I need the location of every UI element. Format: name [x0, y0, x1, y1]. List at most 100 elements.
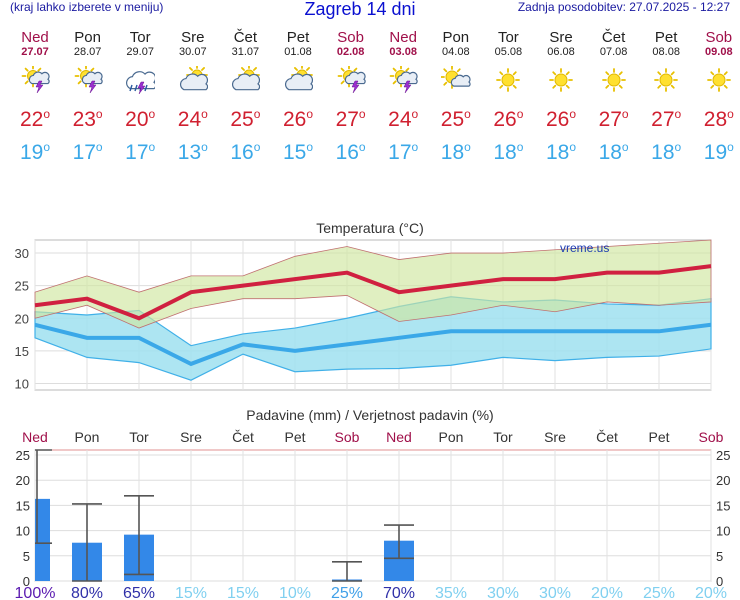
- precipitation-bar: [35, 498, 50, 581]
- precipitation-y-tick-right: 25: [716, 448, 730, 463]
- precipitation-probability: 80%: [71, 585, 103, 600]
- sun-cloud-lightning-icon: [20, 64, 50, 94]
- precipitation-day-label: Tor: [129, 429, 149, 445]
- precipitation-day-label: Ned: [22, 429, 48, 445]
- max-temperature: 27o: [651, 107, 682, 131]
- precipitation-title: Padavine (mm) / Verjetnost padavin (%): [246, 407, 493, 423]
- max-temperature: 25o: [440, 107, 471, 131]
- max-temperature: 25o: [230, 107, 261, 131]
- precipitation-day-label: Ned: [386, 429, 412, 445]
- precipitation-probability: 35%: [435, 585, 467, 600]
- max-temperature: 26o: [545, 107, 577, 131]
- day-column: Sob 09.08 28o 19o: [693, 30, 740, 164]
- max-temperature: 23o: [72, 107, 103, 131]
- min-temperature: 18o: [440, 140, 471, 164]
- day-name: Pon: [442, 29, 470, 46]
- day-column: Pet 08.08 27o 18o: [640, 30, 692, 164]
- min-temperature-line: [34, 322, 712, 367]
- day-date: 03.08: [389, 46, 417, 58]
- sun-cloud-lightning-icon: [388, 64, 418, 94]
- day-column: Pon 04.08 25o 18o: [430, 30, 482, 164]
- day-column: Pet 01.08 26o 15o: [272, 30, 324, 164]
- precipitation-day-label: Sob: [335, 429, 360, 445]
- min-temperature: 17o: [388, 140, 419, 164]
- sun-icon: [546, 66, 576, 94]
- day-name: Ned: [389, 29, 417, 46]
- precipitation-probability: 70%: [383, 585, 415, 600]
- min-temperature: 17o: [72, 140, 103, 164]
- min-temperature: 18o: [545, 140, 577, 164]
- max-temperature: 27o: [335, 107, 366, 131]
- day-date: 27.07: [21, 46, 49, 58]
- day-date: 02.08: [336, 46, 365, 58]
- precipitation-y-tick: 5: [23, 549, 30, 564]
- day-name: Tor: [129, 29, 151, 46]
- min-temperature: 18o: [651, 140, 682, 164]
- min-temperature: 16o: [230, 140, 261, 164]
- precipitation-day-label: Sre: [544, 429, 566, 445]
- precipitation-y-tick-right: 0: [716, 574, 723, 589]
- sun-icon: [704, 66, 734, 94]
- temperature-y-tick: 10: [15, 376, 29, 391]
- day-name: Sre: [181, 29, 205, 46]
- precipitation-day-label: Pet: [284, 429, 305, 445]
- max-temperature: 26o: [493, 107, 524, 131]
- day-column: Ned 27.07 22o 19o: [9, 30, 61, 164]
- day-name: Pet: [286, 29, 310, 46]
- temperature-y-tick: 25: [15, 279, 29, 294]
- day-date: 01.08: [284, 46, 312, 58]
- max-temperature: 20o: [125, 107, 156, 131]
- max-temperature: 24o: [388, 107, 419, 131]
- forecast-charts: 10 15 20 25 30 Temperatura (°C) vreme.us Padavi…: [15, 220, 731, 600]
- max-temperature: 26o: [282, 107, 314, 131]
- max-temperature: 28o: [703, 107, 734, 131]
- cloud-rain-lightning-icon: [125, 66, 157, 95]
- precipitation-probability: 100%: [15, 585, 56, 600]
- min-temperature: 19o: [703, 140, 734, 164]
- sun-cloud-lightning-icon: [73, 64, 103, 94]
- temperature-title: Temperatura (°C): [316, 220, 424, 236]
- precipitation-probability: 30%: [487, 585, 519, 600]
- min-temperature: 15o: [282, 140, 314, 164]
- sun-cloud-icon: [230, 64, 261, 94]
- precipitation-probability: 30%: [539, 585, 571, 600]
- day-name: Sob: [337, 29, 364, 46]
- temperature-y-tick: 30: [15, 246, 29, 261]
- watermark: vreme.us: [560, 241, 609, 255]
- min-temperature: 13o: [177, 140, 208, 164]
- precipitation-y-tick-right: 20: [716, 473, 730, 488]
- day-name: Tor: [497, 29, 519, 46]
- day-column: Čet 07.08 27o 18o: [588, 30, 640, 164]
- precipitation-day-label: Tor: [493, 429, 513, 445]
- day-name: Pet: [654, 29, 678, 46]
- day-column: Tor 29.07 20o 17o: [114, 30, 166, 164]
- min-temperature: 18o: [493, 140, 524, 164]
- precipitation-day-label: Pet: [648, 429, 669, 445]
- forecast-days: Ned 27.07 22o 19o Pon 28.07 23o 17o Tor 29.07 20o 1…: [0, 30, 740, 170]
- precipitation-probability: 15%: [175, 585, 207, 600]
- precipitation-probability: 25%: [331, 585, 363, 600]
- day-date: 05.08: [494, 46, 523, 58]
- day-column: Pon 28.07 23o 17o: [62, 30, 114, 164]
- precipitation-probability: 25%: [643, 585, 675, 600]
- day-name: Čet: [601, 29, 626, 46]
- day-date: 09.08: [705, 46, 733, 58]
- day-date: 07.08: [599, 46, 628, 58]
- precipitation-y-tick: 25: [16, 448, 30, 463]
- day-name: Pon: [74, 29, 101, 46]
- location-hint-link[interactable]: (kraj lahko izberete v meniju): [10, 0, 164, 14]
- precipitation-day-label: Sre: [180, 429, 202, 445]
- max-temperature: 24o: [177, 107, 208, 131]
- day-column: Sob 02.08 27o 16o: [325, 30, 377, 164]
- precipitation-day-label: Pon: [439, 429, 464, 445]
- page-title: Zagreb 14 dni: [304, 0, 416, 19]
- precipitation-probability: 65%: [123, 585, 155, 600]
- min-temperature: 19o: [19, 140, 51, 164]
- sun-icon: [599, 66, 629, 94]
- precipitation-day-label: Sob: [699, 429, 724, 445]
- precipitation-probability: 10%: [279, 585, 311, 600]
- precipitation-probability: 20%: [695, 585, 727, 600]
- sun-cloud-icon: [178, 64, 208, 94]
- day-date: 28.07: [73, 46, 102, 58]
- precipitation-y-tick-right: 10: [716, 524, 730, 539]
